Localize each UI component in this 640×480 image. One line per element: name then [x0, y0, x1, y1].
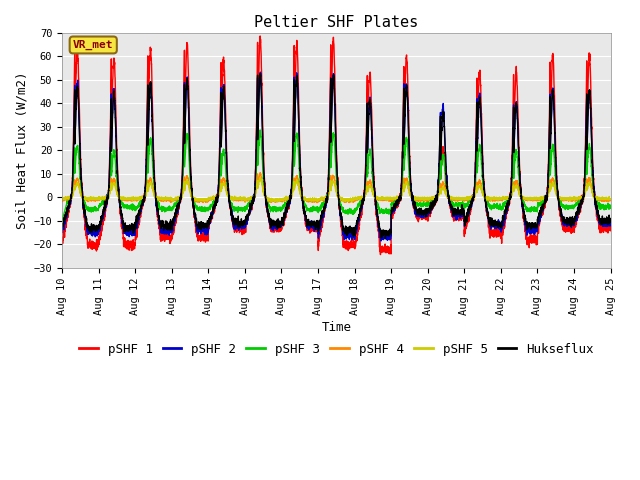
pSHF 3: [607, 204, 614, 210]
pSHF 4: [157, 197, 164, 203]
pSHF 3: [256, 127, 264, 133]
Hukseflux: [606, 216, 614, 222]
Title: Peltier SHF Plates: Peltier SHF Plates: [254, 15, 419, 30]
pSHF 1: [256, 33, 264, 39]
pSHF 2: [491, 223, 499, 228]
pSHF 3: [58, 218, 66, 224]
pSHF 3: [460, 203, 467, 208]
pSHF 3: [490, 201, 498, 207]
Hukseflux: [381, 236, 389, 241]
pSHF 5: [607, 196, 614, 202]
pSHF 4: [429, 195, 437, 201]
Line: pSHF 4: pSHF 4: [62, 173, 611, 203]
pSHF 1: [58, 238, 66, 243]
pSHF 2: [460, 211, 467, 216]
pSHF 2: [58, 228, 66, 234]
Y-axis label: Soil Heat Flux (W/m2): Soil Heat Flux (W/m2): [15, 72, 28, 229]
pSHF 1: [376, 252, 384, 257]
pSHF 2: [377, 238, 385, 244]
pSHF 4: [460, 196, 467, 202]
pSHF 2: [606, 223, 614, 229]
Line: pSHF 5: pSHF 5: [62, 178, 611, 202]
pSHF 5: [606, 196, 614, 202]
pSHF 5: [316, 196, 324, 202]
pSHF 4: [314, 200, 321, 205]
pSHF 4: [607, 196, 614, 202]
Line: pSHF 3: pSHF 3: [62, 130, 611, 221]
Hukseflux: [491, 220, 499, 226]
pSHF 4: [606, 198, 614, 204]
Hukseflux: [157, 224, 164, 229]
Hukseflux: [316, 222, 324, 228]
pSHF 4: [58, 199, 66, 204]
pSHF 5: [342, 199, 349, 204]
pSHF 3: [157, 205, 164, 211]
Text: VR_met: VR_met: [73, 40, 113, 50]
pSHF 3: [429, 195, 436, 201]
pSHF 2: [429, 201, 437, 207]
Hukseflux: [460, 209, 467, 215]
pSHF 5: [460, 195, 467, 201]
pSHF 5: [257, 175, 264, 180]
Hukseflux: [58, 227, 66, 233]
pSHF 1: [316, 231, 324, 237]
pSHF 2: [607, 219, 614, 225]
Hukseflux: [607, 218, 614, 224]
Hukseflux: [256, 71, 264, 77]
pSHF 2: [257, 69, 264, 75]
pSHF 5: [491, 196, 499, 202]
pSHF 5: [429, 195, 437, 201]
pSHF 1: [460, 211, 467, 216]
pSHF 1: [607, 226, 614, 231]
pSHF 4: [491, 196, 499, 202]
pSHF 2: [157, 230, 164, 236]
X-axis label: Time: Time: [321, 321, 351, 334]
Hukseflux: [429, 202, 437, 207]
pSHF 5: [157, 196, 164, 202]
Line: pSHF 2: pSHF 2: [62, 72, 611, 241]
pSHF 3: [606, 205, 614, 211]
Line: Hukseflux: Hukseflux: [62, 74, 611, 239]
pSHF 2: [316, 227, 324, 232]
pSHF 1: [606, 226, 614, 231]
pSHF 4: [316, 196, 324, 202]
pSHF 4: [256, 170, 264, 176]
pSHF 3: [316, 206, 324, 212]
Line: pSHF 1: pSHF 1: [62, 36, 611, 254]
pSHF 5: [58, 195, 66, 201]
pSHF 1: [491, 228, 499, 234]
pSHF 1: [157, 234, 164, 240]
pSHF 1: [429, 205, 437, 211]
Legend: pSHF 1, pSHF 2, pSHF 3, pSHF 4, pSHF 5, Hukseflux: pSHF 1, pSHF 2, pSHF 3, pSHF 4, pSHF 5, …: [74, 337, 599, 360]
